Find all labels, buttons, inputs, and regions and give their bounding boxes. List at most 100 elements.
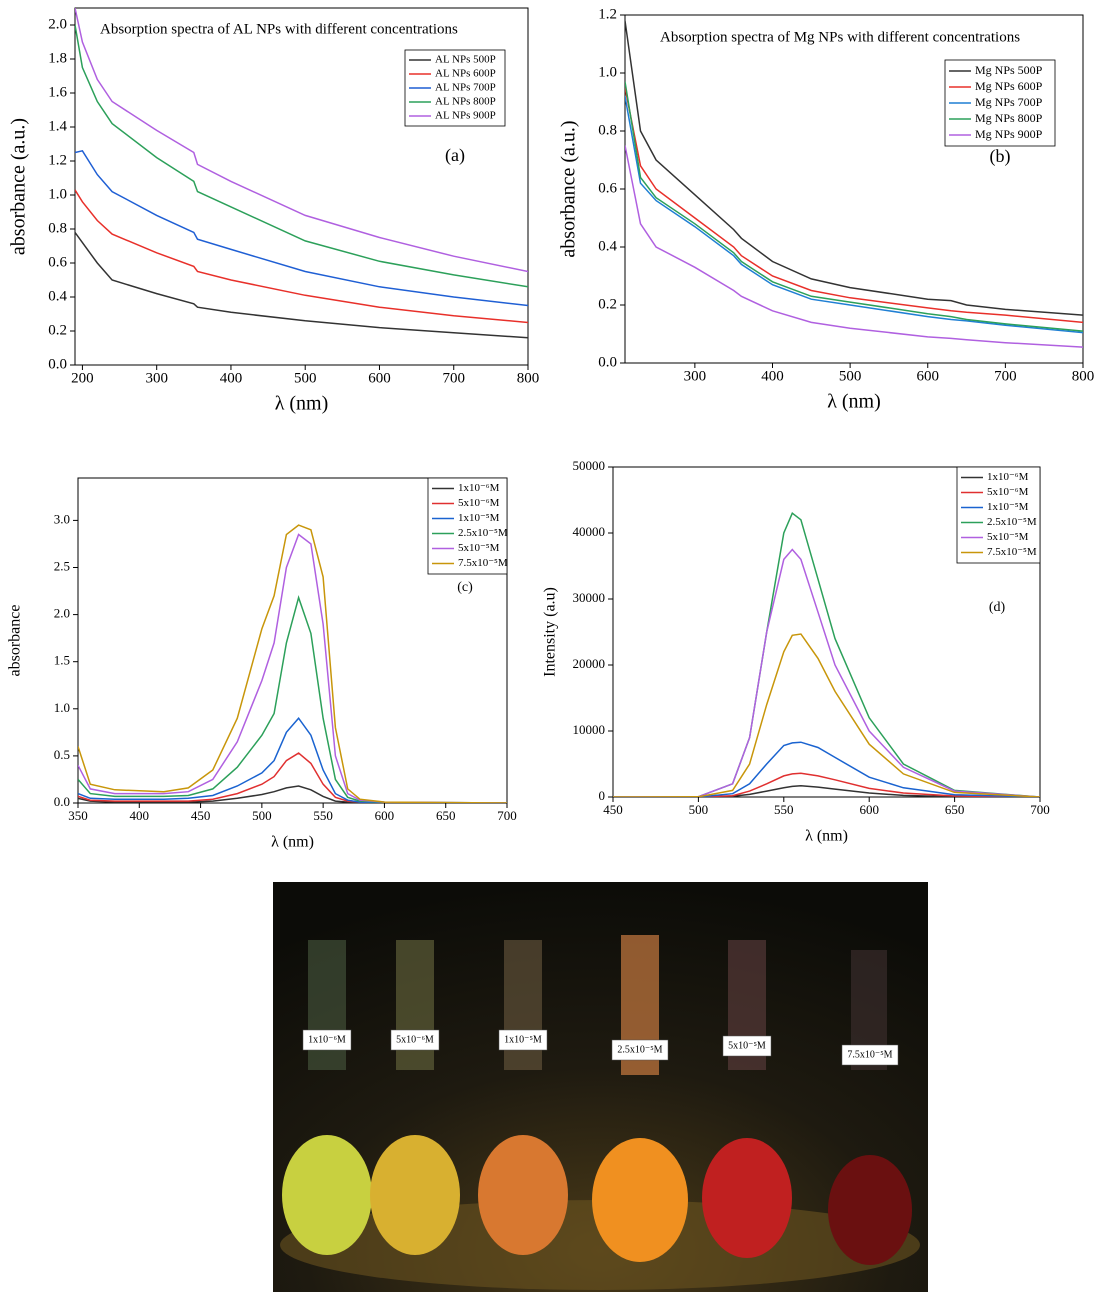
series-line (75, 149, 528, 307)
x-tick-label: 700 (994, 368, 1017, 384)
photo-label: 2.5x10⁻⁵M (617, 1044, 662, 1055)
legend-label: Mg NPs 600P (975, 79, 1043, 93)
photo-label: 7.5x10⁻⁵M (847, 1049, 892, 1060)
photo (273, 882, 928, 1292)
legend-label: AL NPs 500P (435, 54, 496, 66)
y-tick-label: 2.5 (54, 558, 70, 573)
photo-label: 1x10⁻⁵M (504, 1034, 542, 1045)
series-line (625, 87, 1083, 324)
plot-frame (612, 466, 1041, 798)
y-tick-label: 1.8 (48, 50, 67, 66)
chart: 300 400 500 600 700 800 0.0 0.2 0.4 0.6 0.8 1.0 1.2 λ… (558, 6, 1095, 412)
series-line (78, 533, 507, 803)
series-line (625, 20, 1083, 316)
y-tick-label: 0.0 (598, 354, 617, 370)
y-tick-label: 40000 (573, 524, 606, 539)
x-tick-label: 600 (375, 808, 395, 823)
legend-label: AL NPs 800P (435, 96, 496, 108)
x-tick-label: 400 (761, 368, 784, 384)
chart: 200 300 400 500 600 700 800 0.0 0.2 0.4 0.6 0.8 1.0 1… (8, 7, 539, 415)
series-line (613, 633, 1040, 797)
x-tick-label: 400 (220, 370, 243, 386)
y-tick-label: 1.5 (54, 653, 70, 668)
y-tick-label: 0.2 (598, 296, 617, 312)
y-tick-label: 0.8 (48, 220, 67, 236)
series-line (625, 96, 1083, 334)
legend-label: 1x10⁻⁶M (458, 482, 500, 494)
legend-label: AL NPs 700P (435, 82, 496, 94)
y-axis-label: absorbance (7, 605, 24, 677)
chart: 450 500 550 600 650 700 0 10000 20000 30000 40000 5… (542, 458, 1050, 845)
y-tick-label: 0.5 (54, 747, 70, 762)
label-tag (722, 1035, 772, 1057)
legend-label: 2.5x10⁻⁵M (987, 516, 1037, 528)
legend-label: AL NPs 900P (435, 110, 496, 122)
photo-label: 5x10⁻⁶M (396, 1034, 434, 1045)
x-axis-label: λ (nm) (271, 834, 314, 851)
x-tick-label: 650 (945, 802, 965, 817)
legend-label: 7.5x10⁻⁵M (987, 546, 1037, 558)
label-tag (611, 1039, 669, 1061)
series-line (78, 595, 507, 803)
x-tick-label: 600 (916, 368, 939, 384)
series-line (75, 189, 528, 324)
series-line (78, 785, 507, 803)
series-line (78, 524, 507, 803)
x-tick-label: 450 (191, 808, 211, 823)
legend-label: 2.5x10⁻⁵M (458, 527, 508, 539)
x-tick-label: 550 (774, 802, 794, 817)
y-tick-label: 50000 (573, 458, 606, 473)
legend-label: Mg NPs 900P (975, 127, 1043, 141)
x-tick-label: 200 (71, 370, 94, 386)
x-tick-label: 700 (1030, 802, 1050, 817)
x-tick-label: 500 (839, 368, 862, 384)
y-tick-label: 1.2 (48, 152, 67, 168)
y-axis-label: Intensity (a.u) (542, 587, 559, 677)
panel-label: (c) (457, 580, 473, 595)
y-tick-label: 1.4 (48, 118, 67, 134)
panel-label: (d) (989, 600, 1006, 615)
series-line (613, 772, 1040, 797)
y-tick-label: 2.0 (54, 606, 70, 621)
x-tick-label: 300 (145, 370, 168, 386)
x-tick-label: 600 (859, 802, 879, 817)
x-axis-label: λ (nm) (827, 391, 881, 413)
series-line (75, 8, 528, 273)
plot-frame (74, 7, 529, 366)
legend-label: AL NPs 600P (435, 68, 496, 80)
legend-label: 5x10⁻⁶M (987, 486, 1029, 498)
y-axis-label: absorbance (a.u.) (8, 118, 30, 255)
x-tick-label: 500 (689, 802, 709, 817)
series-line (75, 231, 528, 339)
label-tag (390, 1029, 440, 1051)
y-tick-label: 0.0 (54, 794, 70, 809)
chart-title: Absorption spectra of Mg NPs with differ… (660, 29, 1020, 45)
x-tick-label: 600 (368, 370, 391, 386)
series-line (625, 145, 1083, 348)
photo-label: 5x10⁻⁵M (728, 1040, 766, 1051)
series-line (613, 741, 1040, 797)
y-tick-label: 10000 (573, 722, 606, 737)
series-line (613, 785, 1040, 797)
y-tick-label: 1.6 (48, 84, 67, 100)
y-tick-label: 3.0 (54, 511, 70, 526)
y-tick-label: 30000 (573, 590, 606, 605)
plot-frame (77, 477, 508, 804)
x-tick-label: 500 (294, 370, 317, 386)
chart-title: Absorption spectra of AL NPs with differ… (100, 21, 458, 37)
series-line (78, 716, 507, 803)
y-tick-label: 20000 (573, 656, 606, 671)
legend-label: 5x10⁻⁵M (458, 542, 500, 554)
legend-label: Mg NPs 500P (975, 63, 1043, 77)
series-line (75, 24, 528, 288)
photo-label: 1x10⁻⁶M (308, 1034, 346, 1045)
y-tick-label: 0.4 (48, 288, 67, 304)
legend-label: 7.5x10⁻⁵M (458, 557, 508, 569)
series-line (78, 752, 507, 803)
y-tick-label: 0.8 (598, 122, 617, 138)
x-tick-label: 400 (130, 808, 150, 823)
legend-label: 1x10⁻⁶M (987, 471, 1029, 483)
x-tick-label: 800 (1072, 368, 1095, 384)
label-tag (841, 1044, 899, 1066)
